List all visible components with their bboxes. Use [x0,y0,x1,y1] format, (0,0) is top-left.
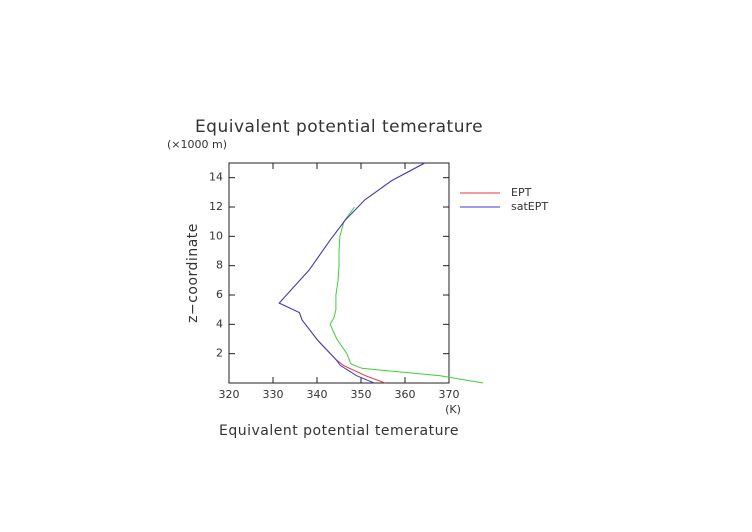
y-tick-label: 14 [209,171,223,184]
legend-label: satEPT [511,200,548,213]
series-line [329,206,483,384]
y-tick-label: 12 [209,200,223,213]
y-tick-label: 6 [216,288,223,301]
series-line [278,162,426,384]
y-tick-label: 2 [216,347,223,360]
x-tick-label: 320 [219,388,240,401]
y-tick-label: 4 [216,317,223,330]
series-line [278,162,426,384]
x-tick-label: 350 [351,388,372,401]
y-tick-label: 8 [216,259,223,272]
x-axis-label: Equivalent potential temerature [219,423,459,439]
y-axis-label: z−coordinate [185,223,201,323]
legend-label: EPT [511,186,532,199]
plot-frame [228,162,450,384]
x-tick-label: 330 [263,388,284,401]
x-unit: (K) [445,403,461,416]
y-tick-label: 10 [209,229,223,242]
x-tick-label: 370 [439,388,460,401]
chart-title: Equivalent potential temerature [195,117,483,137]
x-tick-label: 360 [395,388,416,401]
y-unit: (×1000 m) [167,138,227,151]
x-tick-label: 340 [307,388,328,401]
